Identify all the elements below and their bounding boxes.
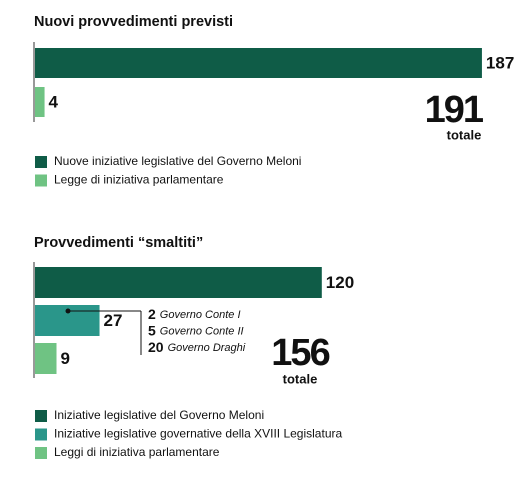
legend-label: Legge di iniziativa parlamentare: [54, 173, 224, 187]
total-value: 191: [425, 89, 484, 131]
breakdown-item: 2 Governo Conte I: [148, 306, 241, 322]
legend-label: Iniziative legislative governative della…: [54, 427, 342, 441]
breakdown-value: 20: [148, 339, 164, 355]
bar: [35, 343, 57, 374]
total-label: totale: [283, 371, 318, 386]
value-label: 4: [49, 92, 59, 111]
breakdown-label: Governo Conte II: [160, 325, 244, 337]
breakdown-value: 2: [148, 306, 156, 322]
legend-swatch: [35, 156, 47, 168]
legend-label: Leggi di iniziativa parlamentare: [54, 445, 220, 459]
chart-title: Provvedimenti “smaltiti”: [34, 235, 203, 251]
legend-swatch: [35, 428, 47, 441]
legend-swatch: [35, 174, 47, 187]
bar: [35, 267, 322, 298]
value-label: 9: [61, 349, 70, 368]
chart-title: Nuovi provvedimenti previsti: [34, 14, 233, 30]
breakdown-item: 5 Governo Conte II: [148, 322, 244, 338]
breakdown-item: 20 Governo Draghi: [148, 339, 246, 355]
breakdown-value: 5: [148, 322, 156, 338]
value-label: 120: [326, 273, 354, 292]
value-label: 187: [486, 53, 514, 72]
legend-label: Iniziative legislative del Governo Melon…: [54, 408, 264, 422]
total-value: 156: [271, 332, 329, 374]
bar: [35, 87, 45, 117]
breakdown-label: Governo Draghi: [168, 342, 246, 354]
total-label: totale: [447, 127, 482, 142]
legend-swatch: [35, 447, 47, 459]
value-label: 27: [104, 311, 123, 330]
bar: [35, 48, 482, 78]
breakdown-label: Governo Conte I: [160, 309, 241, 321]
legend-swatch: [35, 410, 47, 422]
legend-label: Nuove iniziative legislative del Governo…: [54, 154, 301, 168]
